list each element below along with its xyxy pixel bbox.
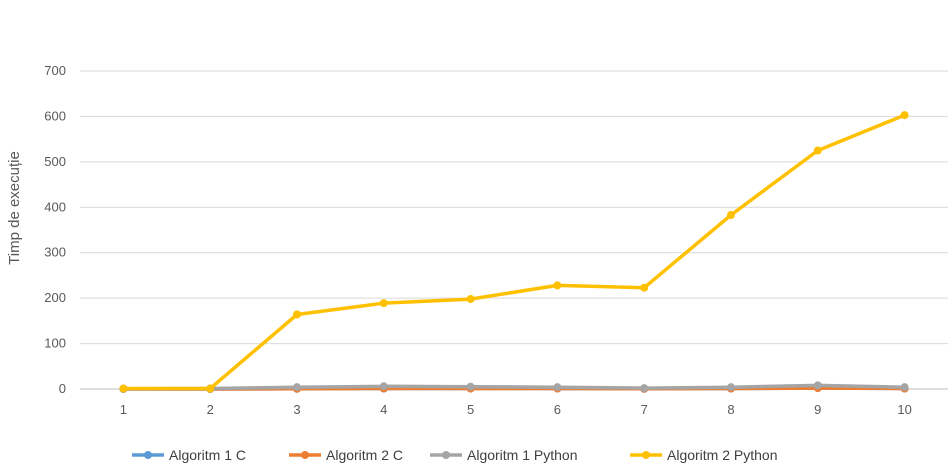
legend: Algoritm 1 C Algoritm 2 C Algoritm 1 Pytho… (132, 447, 778, 463)
data-point (900, 111, 909, 120)
data-point (727, 211, 735, 220)
legend-label: Algoritm 2 C (326, 447, 403, 463)
data-point (640, 283, 649, 292)
gridlines (80, 70, 948, 390)
data-point (206, 384, 215, 393)
x-tick-label: 7 (641, 402, 648, 417)
y-tick-label: 600 (44, 108, 66, 123)
legend-label: Algoritm 1 Python (467, 447, 578, 463)
series-line (121, 113, 907, 391)
series-lines (119, 111, 909, 393)
x-tick-label: 6 (554, 402, 561, 417)
x-tick-label: 3 (293, 402, 300, 417)
y-tick-label: 200 (44, 290, 66, 305)
legend-swatch-marker (144, 451, 152, 459)
series-3 (119, 381, 909, 393)
y-axis-label: Timp de execuție (6, 151, 23, 265)
data-point (813, 381, 822, 390)
legend-swatch-marker (642, 451, 650, 459)
data-point (553, 383, 562, 392)
x-tick-label: 4 (380, 402, 387, 417)
x-tick-label: 5 (467, 402, 474, 417)
y-tick-label: 500 (44, 154, 66, 169)
data-point (293, 310, 301, 319)
data-point (553, 281, 562, 290)
y-tick-label: 300 (44, 245, 66, 260)
legend-swatch-marker (301, 451, 309, 459)
x-tick-label: 8 (727, 402, 734, 417)
data-point (727, 383, 735, 392)
legend-item: Algoritm 2 C (289, 447, 403, 463)
legend-swatch-marker (442, 451, 450, 459)
data-point (119, 384, 128, 393)
data-point (379, 299, 388, 308)
data-point (640, 384, 649, 393)
y-tick-label: 700 (44, 63, 66, 78)
x-tick-label: 2 (207, 402, 214, 417)
y-axis-ticks: 0 100 200 300 400 500 600 700 (44, 63, 66, 396)
legend-item: Algoritm 1 Python (430, 447, 578, 463)
data-point (379, 382, 388, 391)
y-tick-label: 100 (44, 336, 66, 351)
series-4 (119, 111, 909, 393)
series-line (121, 383, 907, 391)
x-tick-label: 9 (814, 402, 821, 417)
data-point (466, 382, 475, 391)
y-tick-label: 400 (44, 199, 66, 214)
x-tick-label: 1 (120, 402, 127, 417)
legend-item: Algoritm 1 C (132, 447, 246, 463)
x-axis-ticks: 1 2 3 4 5 6 7 8 9 10 (120, 402, 912, 417)
data-point (466, 295, 475, 304)
y-tick-label: 0 (59, 381, 66, 396)
legend-label: Algoritm 2 Python (667, 447, 778, 463)
data-point (293, 383, 301, 392)
x-tick-label: 10 (897, 402, 911, 417)
legend-item: Algoritm 2 Python (630, 447, 778, 463)
legend-label: Algoritm 1 C (169, 447, 246, 463)
data-point (900, 383, 909, 392)
data-point (813, 146, 822, 155)
